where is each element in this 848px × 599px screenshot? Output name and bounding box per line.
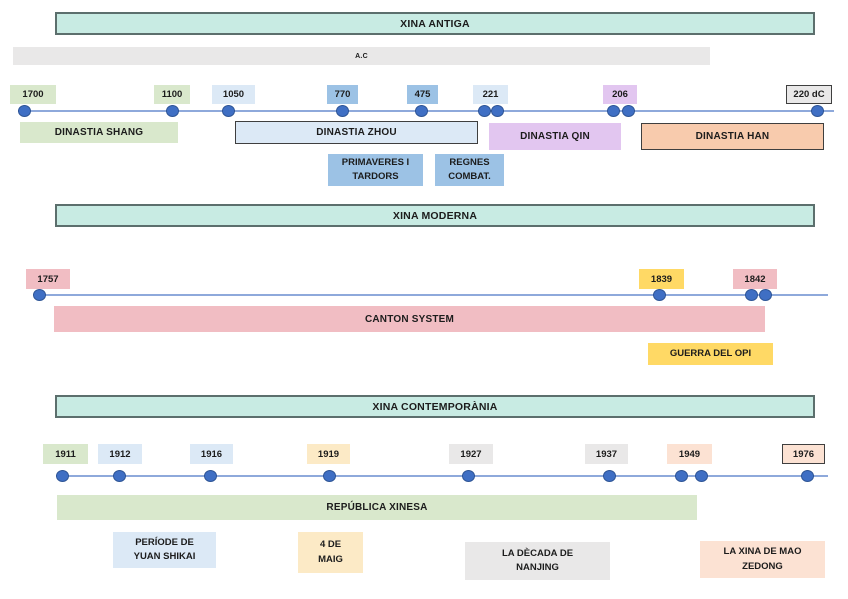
year-chip-206: 206	[603, 85, 637, 104]
year-chip-221: 221	[473, 85, 508, 104]
timeline-line-contemporania	[56, 475, 828, 477]
timeline-dot-475	[415, 105, 428, 117]
event-box-regnes-combat: REGNES COMBAT.	[435, 154, 504, 186]
timeline-dot-1976	[801, 470, 814, 482]
year-chip-475: 475	[407, 85, 438, 104]
period-bar-dinastia-shang: DINASTIA SHANG	[20, 122, 178, 143]
timeline-dot-1757	[33, 289, 46, 301]
timeline-dot-1911	[56, 470, 69, 482]
event-box-decada-nanjing: LA DÈCADA DE NANJING	[465, 542, 610, 580]
year-chip-1949: 1949	[667, 444, 712, 464]
period-bar-dinastia-han: DINASTIA HAN	[641, 123, 824, 150]
timeline-dot-1100	[166, 105, 179, 117]
timeline-dot-206b	[622, 105, 635, 117]
timeline-dot-1839	[653, 289, 666, 301]
year-chip-1912: 1912	[98, 444, 142, 464]
era-bar-ac: A.C	[13, 47, 710, 65]
timeline-dot-1937	[603, 470, 616, 482]
year-chip-220dc: 220 dC	[786, 85, 832, 104]
year-chip-1937: 1937	[585, 444, 628, 464]
year-chip-1927: 1927	[449, 444, 493, 464]
timeline-line-moderna	[36, 294, 828, 296]
timeline-dot-1050	[222, 105, 235, 117]
timeline-dot-1927	[462, 470, 475, 482]
event-box-xina-mao-zedong: LA XINA DE MAO ZEDONG	[700, 541, 825, 578]
year-chip-1976: 1976	[782, 444, 825, 464]
section-header-xina-moderna: XINA MODERNA	[55, 204, 815, 227]
timeline-dot-206a	[607, 105, 620, 117]
year-chip-1911: 1911	[43, 444, 88, 464]
timeline-dot-1949b	[695, 470, 708, 482]
timeline-dot-1842b	[759, 289, 772, 301]
timeline-dot-1912	[113, 470, 126, 482]
year-chip-770: 770	[327, 85, 358, 104]
year-chip-1919: 1919	[307, 444, 350, 464]
timeline-dot-221a	[478, 105, 491, 117]
timeline-dot-221b	[491, 105, 504, 117]
event-box-periode-yuan-shikai: PERÍODE DE YUAN SHIKAI	[113, 532, 216, 568]
year-chip-1700: 1700	[10, 85, 56, 104]
event-box-guerra-del-opi: GUERRA DEL OPI	[648, 343, 773, 365]
year-chip-1839: 1839	[639, 269, 684, 289]
timeline-dot-770	[336, 105, 349, 117]
era-label-ac: A.C	[355, 52, 368, 60]
period-bar-republica-xinesa: REPÚBLICA XINESA	[57, 495, 697, 520]
period-bar-canton-system: CANTON SYSTEM	[54, 306, 765, 332]
timeline-dot-1916	[204, 470, 217, 482]
period-bar-dinastia-zhou: DINASTIA ZHOU	[235, 121, 478, 144]
year-chip-1050: 1050	[212, 85, 255, 104]
timeline-dot-1700	[18, 105, 31, 117]
section-header-xina-contemporania: XINA CONTEMPORÀNIA	[55, 395, 815, 418]
timeline-dot-1949a	[675, 470, 688, 482]
event-box-primaveres-i-tardors: PRIMAVERES I TARDORS	[328, 154, 423, 186]
period-bar-dinastia-qin: DINASTIA QIN	[489, 123, 621, 150]
year-chip-1916: 1916	[190, 444, 233, 464]
timeline-dot-220dc	[811, 105, 824, 117]
section-header-xina-antiga: XINA ANTIGA	[55, 12, 815, 35]
timeline-dot-1842a	[745, 289, 758, 301]
year-chip-1757: 1757	[26, 269, 70, 289]
year-chip-1100: 1100	[154, 85, 190, 104]
event-box-4-de-maig: 4 DE MAIG	[298, 532, 363, 573]
timeline-dot-1919	[323, 470, 336, 482]
year-chip-1842: 1842	[733, 269, 777, 289]
